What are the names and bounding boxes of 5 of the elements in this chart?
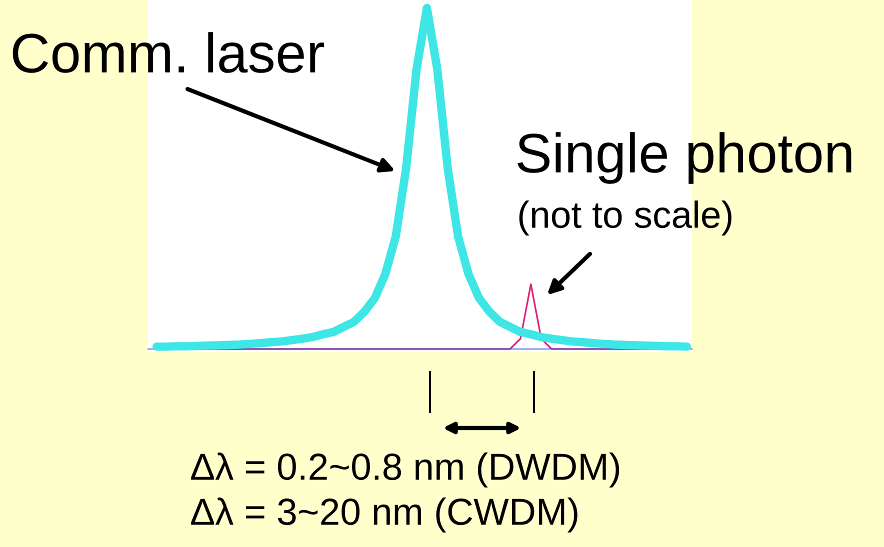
annotation: (not to scale) — [519, 200, 732, 236]
text: Δλ = 0.2~0.8 nm (DWDM) — [191, 452, 620, 488]
annotation: Single photon — [518, 132, 852, 184]
annotation: Comm. laser — [12, 32, 324, 73]
text: Δλ = 3~20 nm (CWDM) — [191, 498, 578, 532]
